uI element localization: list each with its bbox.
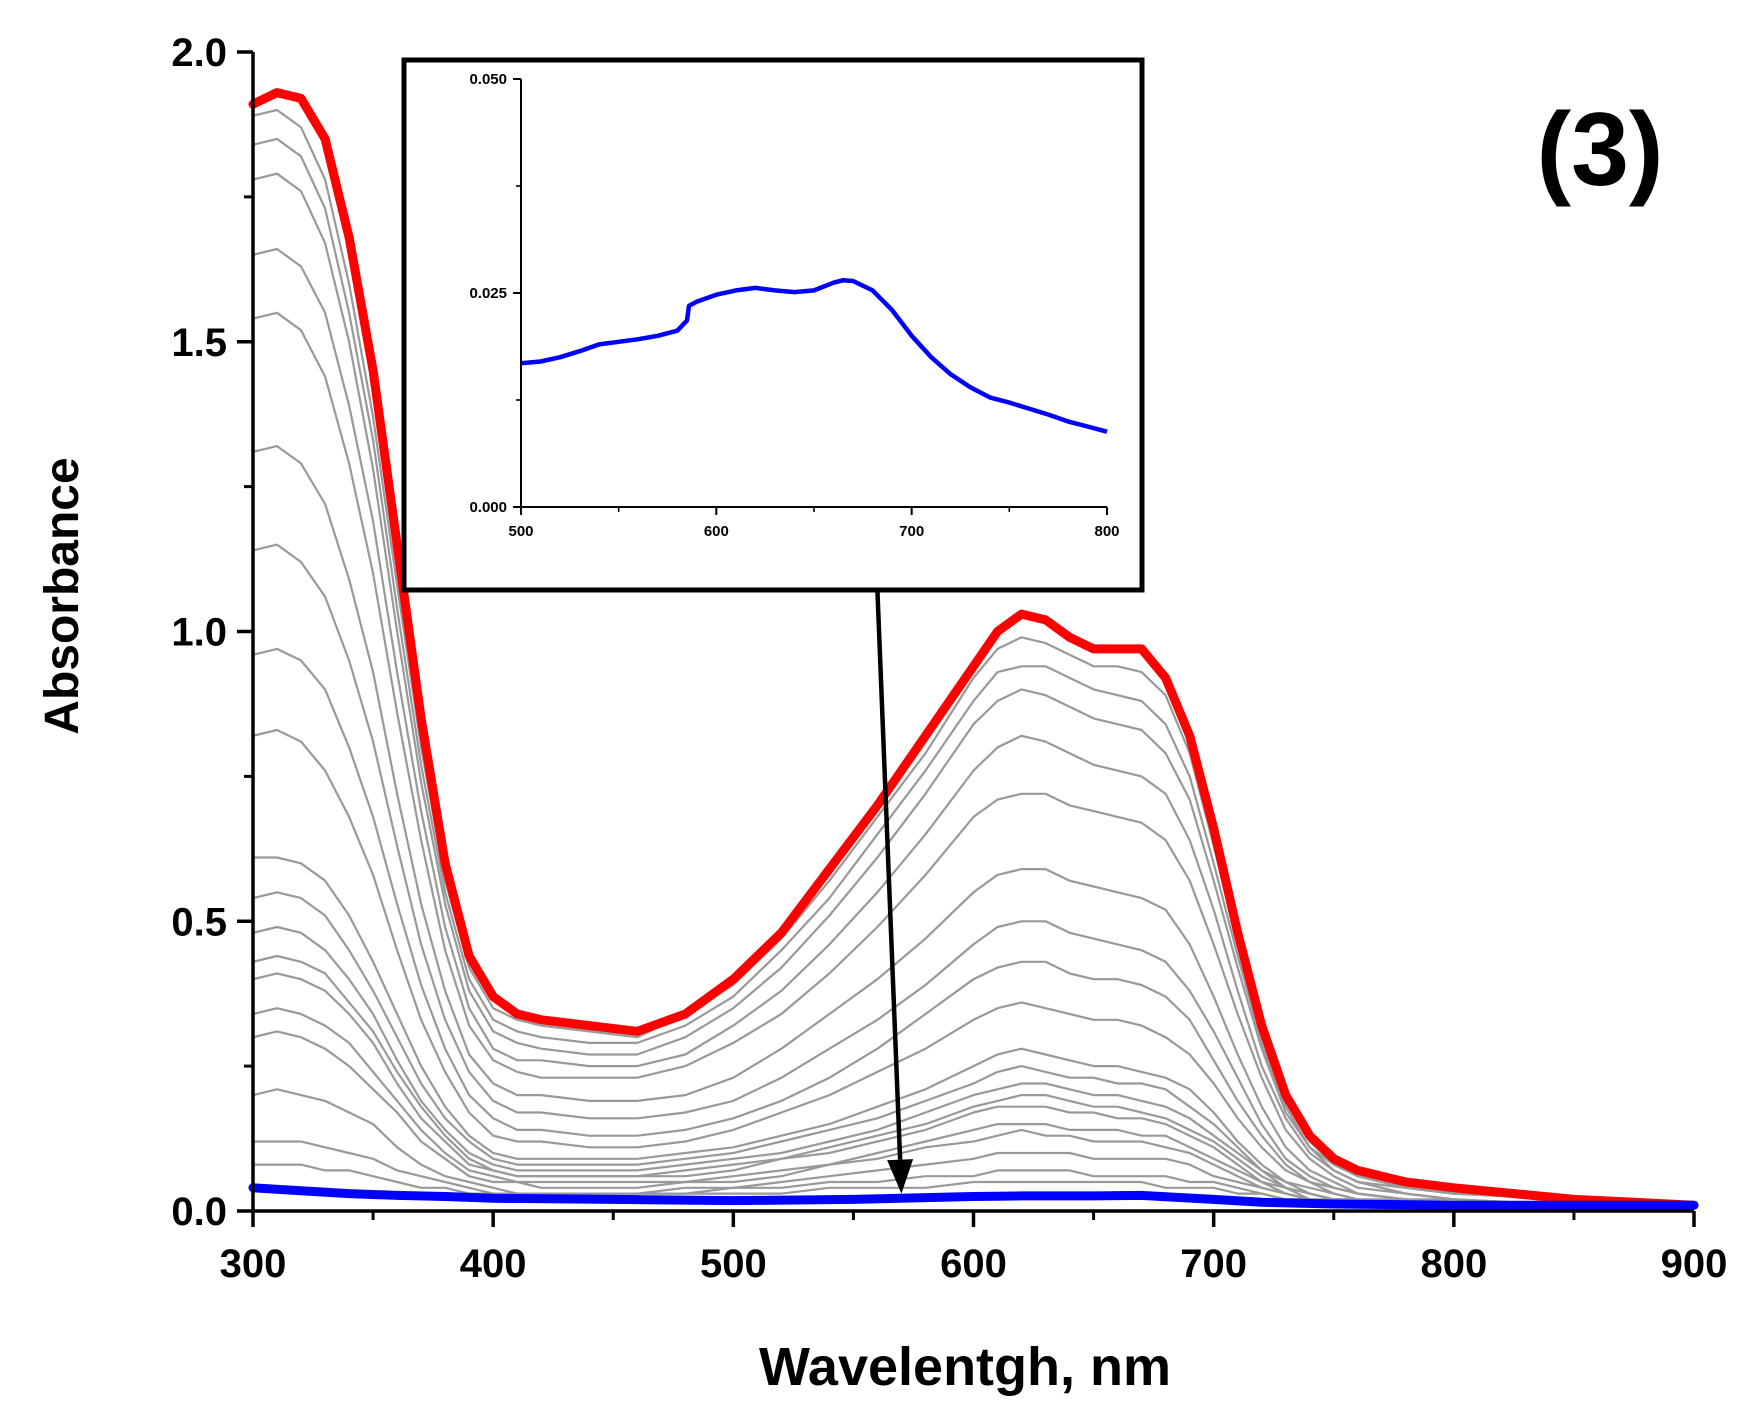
y-tick-label: 0.0 — [171, 1190, 227, 1234]
panel-label: (3) — [1536, 92, 1663, 208]
x-tick-label: 500 — [700, 1242, 767, 1286]
x-tick-label: 400 — [460, 1242, 527, 1286]
series-line-initial-0 — [248, 88, 1699, 1210]
inset-x-tick-label: 600 — [704, 523, 729, 540]
inset-x-tick-label: 800 — [1094, 523, 1119, 540]
series-line-intermediate-3 — [251, 172, 1696, 1207]
arrow-annotation-group — [875, 590, 914, 1194]
arrow-head — [887, 1159, 914, 1194]
inset-series-line — [520, 277, 1108, 434]
y-axis-label: Absorbance — [36, 457, 89, 734]
y-tick-label: 1.5 — [171, 321, 227, 365]
series-line-intermediate-17 — [251, 1088, 1696, 1207]
x-tick-label: 300 — [220, 1242, 287, 1286]
series-line-intermediate-6 — [251, 445, 1696, 1207]
series-line-intermediate-9 — [251, 728, 1696, 1207]
series-line-intermediate-13 — [251, 954, 1696, 1207]
series-line-intermediate-2 — [251, 137, 1696, 1207]
x-axis-label: Wavelentgh, nm — [759, 1337, 1171, 1397]
series-line-intermediate-8 — [251, 647, 1696, 1207]
main-plot-axes: 300 400 500 600 700 800 900 0.0 0.5 1.0 1.5 2.0 — [171, 31, 1727, 1286]
series-line-intermediate-14 — [251, 972, 1696, 1207]
x-tick-label: 800 — [1420, 1242, 1487, 1286]
inset-x-tick-label: 500 — [508, 523, 533, 540]
main-plot-series-group — [248, 88, 1699, 1210]
series-line-intermediate-16 — [251, 1030, 1696, 1207]
x-tick-label: 700 — [1180, 1242, 1247, 1286]
inset-y-tick-label: 0.000 — [469, 499, 507, 516]
inset-plot: 500 600 700 800 0.000 0.025 0.050 — [401, 57, 1145, 593]
y-tick-label: 0.5 — [171, 900, 227, 944]
arrow-shaft — [875, 590, 903, 1160]
series-line-intermediate-11 — [251, 891, 1696, 1207]
series-line-final-20 — [248, 1183, 1699, 1210]
x-tick-label: 600 — [940, 1242, 1007, 1286]
inset-y-tick-label: 0.050 — [469, 71, 507, 88]
inset-x-tick-label: 700 — [899, 523, 924, 540]
series-line-intermediate-7 — [251, 543, 1696, 1207]
inset-frame — [401, 57, 1145, 593]
y-tick-label: 1.0 — [171, 611, 227, 655]
series-line-intermediate-5 — [251, 311, 1696, 1207]
inset-y-tick-label: 0.025 — [469, 285, 507, 302]
x-tick-label: 900 — [1661, 1242, 1728, 1286]
y-tick-label: 2.0 — [171, 31, 227, 75]
series-line-intermediate-4 — [251, 247, 1696, 1207]
